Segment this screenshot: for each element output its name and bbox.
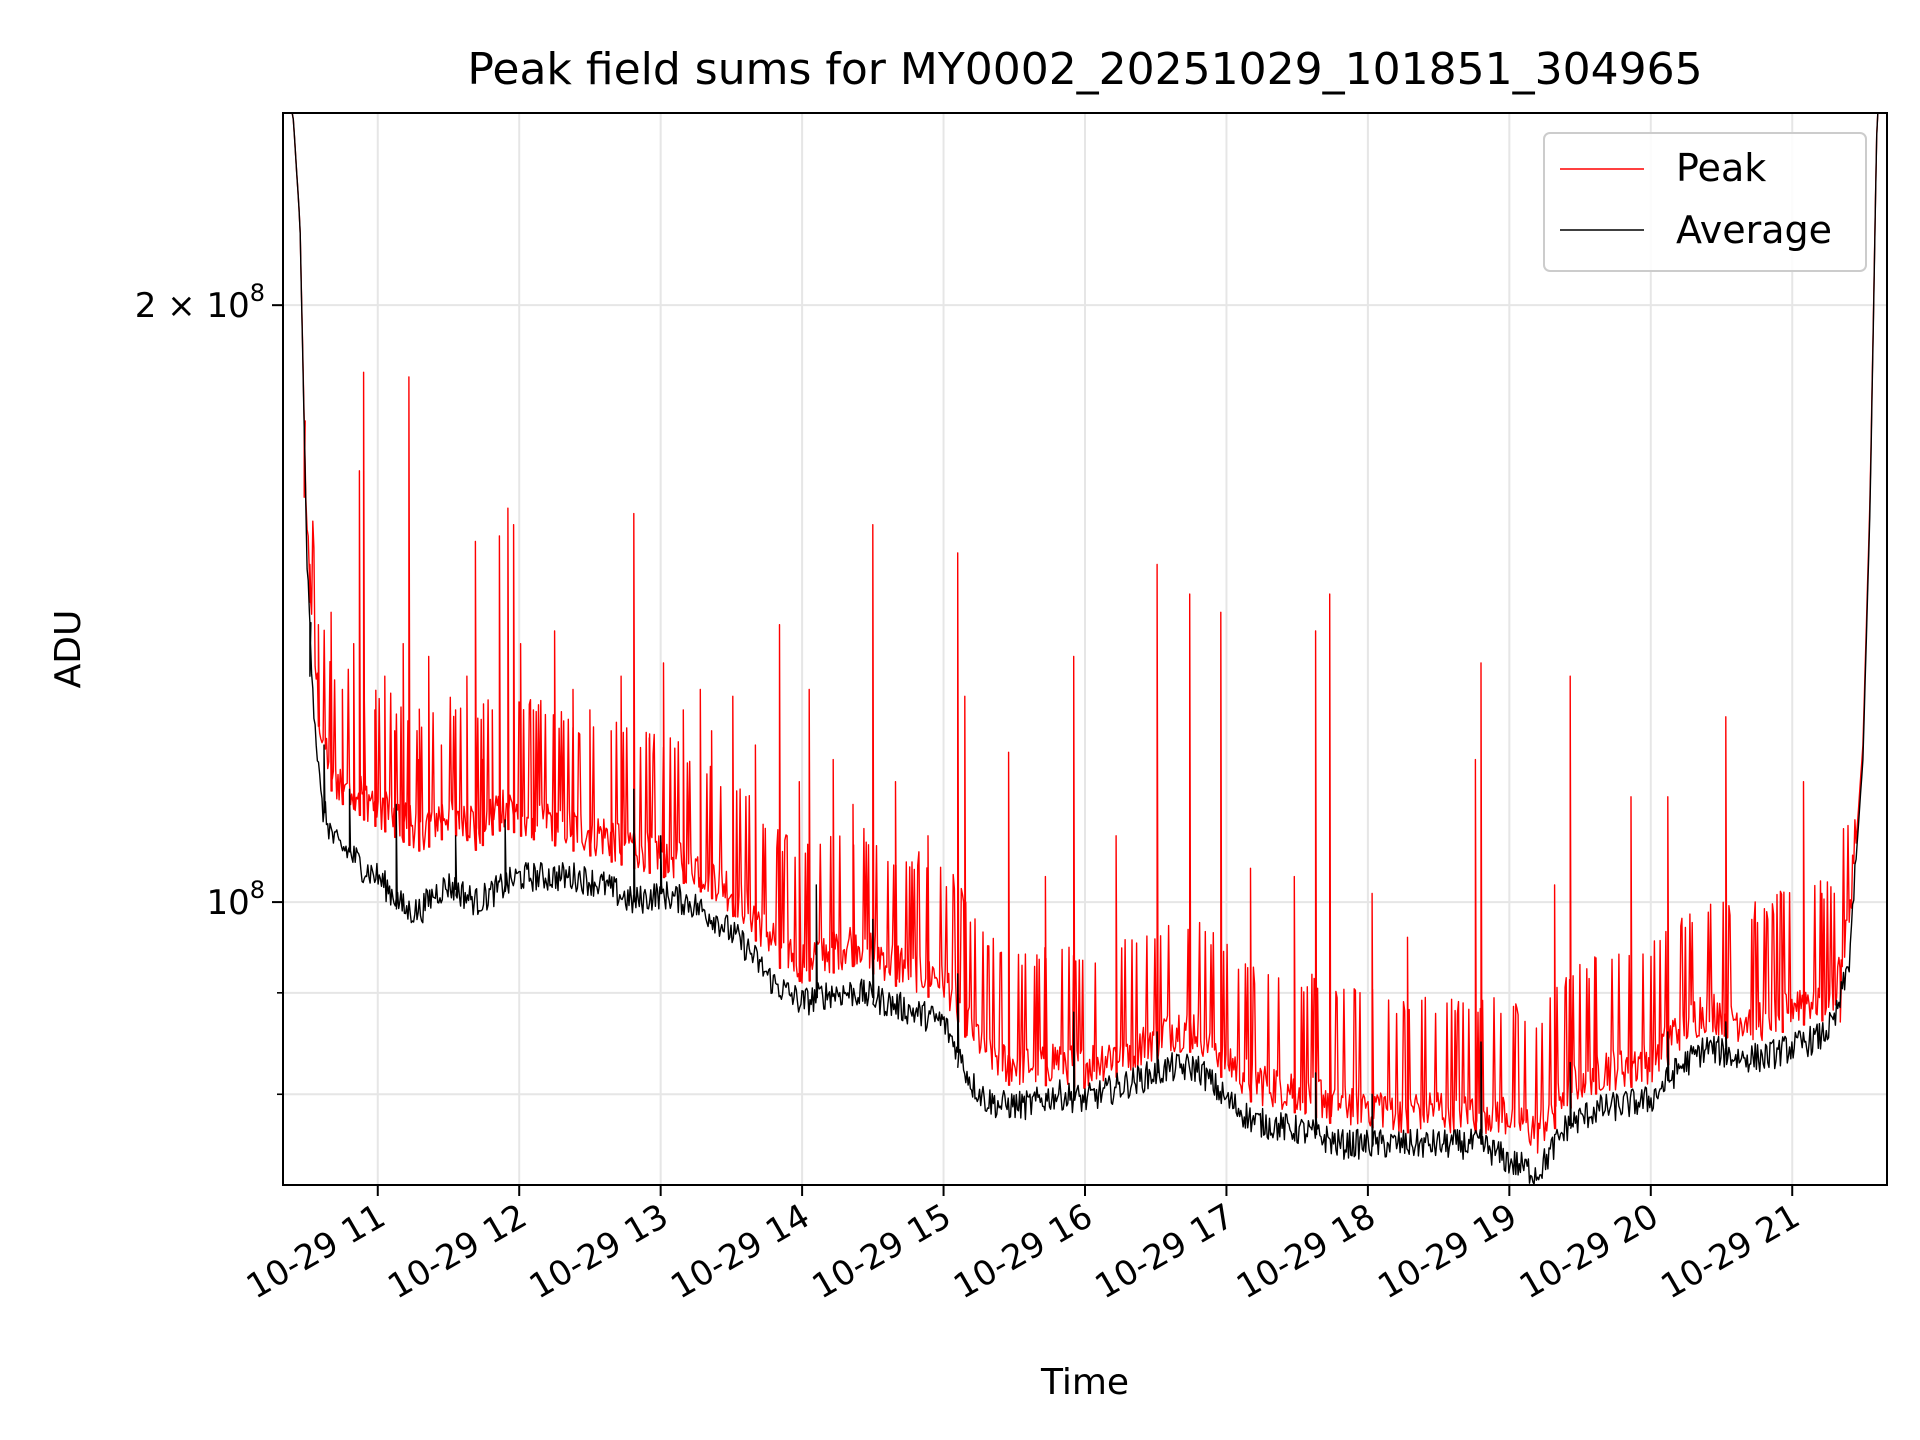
y-tick-label: 2 × 108 — [135, 279, 265, 326]
y-axis: 108 2 × 108 — [135, 279, 283, 1096]
x-axis-label: Time — [1040, 1362, 1129, 1403]
x-tick-label: 10-29 21 — [1654, 1196, 1806, 1307]
x-tick-label: 10-29 15 — [806, 1196, 958, 1307]
x-tick-label: 10-29 13 — [523, 1196, 675, 1307]
x-tick-label: 10-29 11 — [240, 1196, 392, 1307]
grid — [283, 113, 1887, 1185]
series-layer — [283, 112, 1887, 1185]
x-tick-label: 10-29 14 — [664, 1196, 816, 1307]
peak-series-line — [283, 112, 1887, 1154]
x-tick-label: 10-29 17 — [1089, 1196, 1241, 1307]
x-tick-label: 10-29 20 — [1513, 1196, 1665, 1307]
legend-box — [1543, 132, 1867, 272]
legend: Peak Average — [1543, 132, 1867, 272]
average-series-line — [283, 112, 1887, 1185]
x-tick-label: 10-29 16 — [947, 1196, 1099, 1307]
x-tick-label: 10-29 19 — [1371, 1196, 1523, 1307]
x-tick-label: 10-29 12 — [381, 1196, 533, 1307]
legend-peak-label: Peak — [1676, 146, 1766, 190]
y-tick-label: 108 — [206, 876, 265, 923]
y-axis-label: ADU — [48, 610, 89, 689]
x-tick-label: 10-29 18 — [1230, 1196, 1382, 1307]
chart-title: Peak field sums for MY0002_20251029_1018… — [467, 44, 1702, 95]
legend-average-label: Average — [1676, 208, 1832, 252]
